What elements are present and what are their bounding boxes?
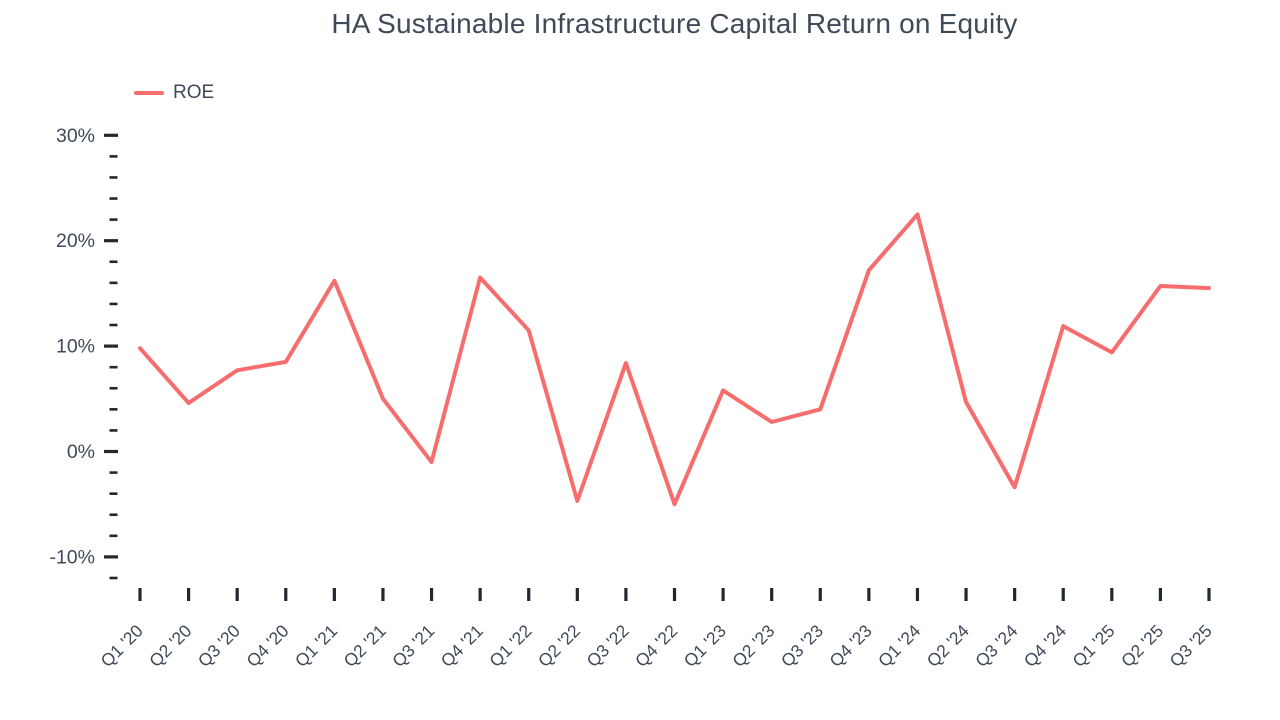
x-axis-tick-label: Q3 '25 [1166, 621, 1216, 671]
x-axis-tick-label: Q3 '23 [777, 621, 827, 671]
x-axis-tick-label: Q2 '24 [923, 620, 973, 670]
x-axis-tick-label: Q1 '20 [97, 620, 147, 670]
x-axis-tick-label: Q2 '22 [534, 621, 584, 671]
y-axis-tick-label: 0% [67, 441, 95, 463]
x-axis-tick-label: Q4 '20 [242, 620, 292, 670]
y-axis-tick-label: 30% [56, 125, 95, 147]
x-axis-tick-label: Q1 '21 [291, 621, 341, 671]
legend: ROE [134, 82, 214, 104]
x-axis-tick-label: Q2 '23 [728, 621, 778, 671]
x-axis-tick-label: Q3 '21 [388, 621, 438, 671]
x-axis-tick-label: Q3 '22 [583, 621, 633, 671]
x-axis-tick-label: Q4 '24 [1020, 620, 1070, 670]
x-axis-tick-label: Q1 '25 [1068, 621, 1118, 671]
x-axis-tick-label: Q1 '24 [874, 620, 924, 670]
x-axis-tick-label: Q2 '20 [145, 620, 195, 670]
x-axis-tick-label: Q3 '24 [971, 620, 1021, 670]
legend-label: ROE [173, 82, 215, 103]
chart-title: HA Sustainable Infrastructure Capital Re… [331, 8, 1018, 39]
legend-line-swatch [134, 90, 164, 96]
x-axis-tick-label: Q4 '23 [825, 621, 875, 671]
y-axis-tick-label: -10% [49, 546, 95, 568]
x-axis-tick-label: Q3 '20 [194, 620, 244, 670]
y-axis-tick-label: 20% [56, 230, 95, 252]
x-axis-tick-label: Q4 '22 [631, 621, 681, 671]
x-axis-tick-label: Q2 '21 [340, 621, 390, 671]
x-axis-tick-label: Q1 '23 [680, 621, 730, 671]
roe-line [138, 212, 1211, 507]
x-axis-tick-label: Q4 '21 [437, 621, 487, 671]
y-axis-tick-label: 10% [56, 336, 95, 358]
x-axis-tick-label: Q1 '22 [485, 621, 535, 671]
x-axis-tick-label: Q2 '25 [1117, 621, 1167, 671]
